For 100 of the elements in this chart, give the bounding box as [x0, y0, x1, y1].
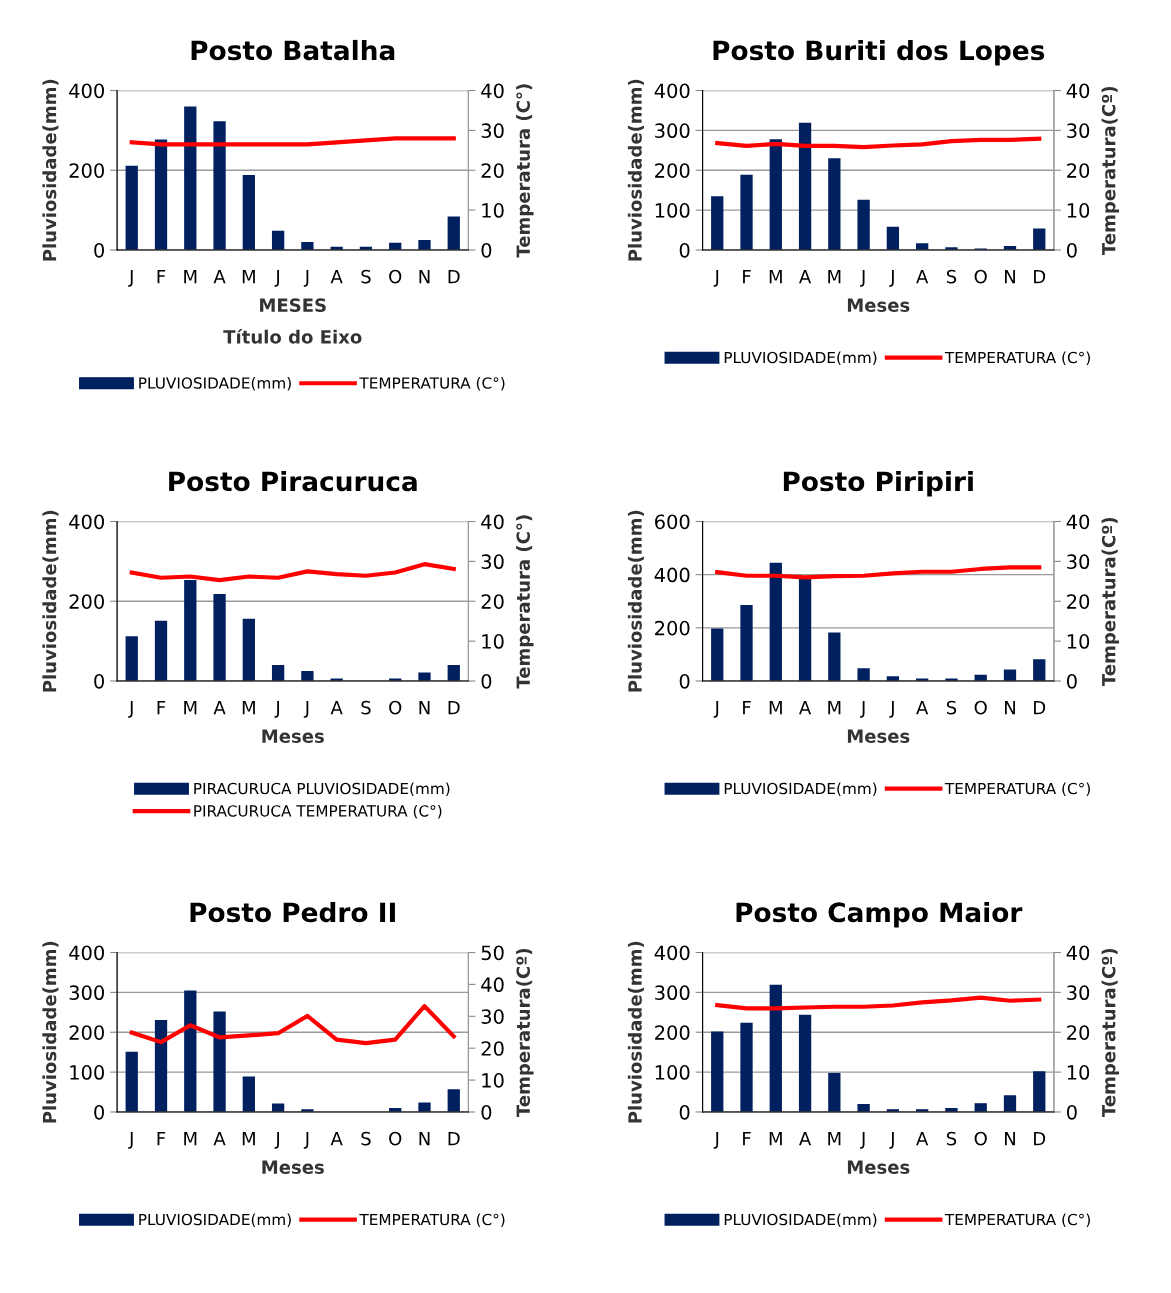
- y-tick-label: 0: [94, 1104, 104, 1120]
- x-tick-label: A: [330, 1131, 343, 1146]
- x-tick-label: A: [330, 269, 343, 284]
- x-tick-label: O: [389, 700, 402, 715]
- x-tick-label: M: [828, 269, 841, 284]
- y2-tick-label: 30: [481, 1009, 504, 1024]
- x-tick-label: N: [419, 269, 430, 284]
- x-tick-label: M: [242, 700, 255, 715]
- y-tick-label: 200: [69, 594, 104, 609]
- x-tick-label: S: [946, 700, 957, 715]
- y2-tick-label: 20: [481, 163, 504, 178]
- y-tick-label: 0: [679, 242, 690, 258]
- x-tick-label: M: [828, 700, 841, 715]
- x-tick-label: O: [974, 700, 987, 715]
- y-tick-label: 300: [655, 123, 690, 139]
- x-tick-label: A: [799, 700, 812, 715]
- x-tick-label: M: [769, 700, 782, 715]
- x-tick-label: N: [1005, 269, 1015, 284]
- y-tick-label: 300: [69, 985, 104, 1001]
- x-tick-label: J: [860, 700, 865, 718]
- y-tick-label: 200: [69, 1025, 104, 1040]
- x-tick-label: M: [242, 269, 255, 284]
- y2-tick-label: 10: [482, 1073, 504, 1088]
- y2-tick-label: 10: [1067, 203, 1090, 218]
- y2-tick-label: 40: [481, 83, 504, 99]
- x-tick-label: J: [860, 1131, 865, 1149]
- x-tick-label: F: [743, 269, 751, 284]
- x-tick-label: F: [157, 1131, 166, 1146]
- x-tick-label: M: [184, 700, 197, 715]
- x-tick-label: D: [1034, 1131, 1046, 1146]
- x-tick-label: M: [184, 269, 197, 284]
- x-tick-label: M: [184, 1131, 197, 1146]
- x-tick-label: A: [916, 700, 929, 715]
- y2-tick-label: 10: [482, 203, 504, 218]
- x-axis-title: Meses: [847, 729, 910, 743]
- x-axis-title: Meses: [847, 1160, 910, 1174]
- x-tick-label: J: [303, 269, 309, 287]
- y-tick-label: 200: [655, 620, 690, 636]
- text: Título do Eixo: [223, 328, 362, 344]
- y-tick-label: 100: [655, 203, 690, 218]
- y2-tick-label: 30: [1067, 985, 1090, 1001]
- legend-label: PIRACURUCA TEMPERATURA (C°): [194, 804, 442, 819]
- x-tick-label: O: [389, 1131, 402, 1146]
- y2-tick-label: 0: [481, 1104, 492, 1120]
- x-tick-label: S: [361, 700, 371, 715]
- y2-axis-title: Temperatura(Cº): [1101, 86, 1120, 256]
- y2-tick-label: 10: [482, 634, 504, 649]
- x-tick-label: J: [860, 269, 865, 287]
- legend-label: PLUVIOSIDADE(mm): [724, 1213, 877, 1228]
- y2-tick-label: 0: [481, 673, 492, 689]
- x-tick-label: M: [828, 1131, 841, 1146]
- y-axis-title: Pluviosidade(mm): [627, 79, 644, 261]
- x-tick-label: D: [448, 1131, 460, 1146]
- y2-tick-label: 10: [1067, 1065, 1090, 1080]
- x-tick-label: J: [128, 1131, 133, 1149]
- x-tick-label: F: [157, 700, 166, 715]
- y2-tick-label: 50: [481, 945, 504, 961]
- x-tick-label: J: [889, 700, 894, 718]
- x-axis-title: MESES: [260, 298, 326, 312]
- y2-tick-label: 30: [1067, 554, 1090, 570]
- x-tick-label: A: [916, 1131, 929, 1146]
- chart-title: Posto Pedro II: [190, 901, 395, 923]
- y2-tick-label: 30: [481, 123, 504, 139]
- x-tick-label: J: [274, 269, 279, 287]
- chart-title: Posto Campo Maior: [736, 901, 1023, 928]
- legend-label: TEMPERATURA (C°): [359, 1213, 505, 1228]
- x-tick-label: D: [1034, 269, 1046, 284]
- x-tick-label: M: [769, 1131, 782, 1146]
- x-axis-title: Meses: [262, 1160, 324, 1174]
- x-tick-label: J: [274, 1131, 279, 1149]
- y2-tick-label: 40: [1066, 945, 1090, 961]
- x-tick-label: A: [213, 700, 226, 715]
- y-axis-title: Pluviosidade(mm): [42, 941, 59, 1123]
- y2-tick-label: 10: [1067, 634, 1090, 649]
- y2-tick-label: 30: [481, 554, 504, 570]
- x-tick-label: D: [448, 269, 460, 284]
- x-tick-label: D: [1034, 700, 1046, 715]
- chart-title: Posto Batalha: [191, 39, 395, 61]
- x-tick-label: A: [213, 1131, 226, 1146]
- x-tick-label: A: [916, 269, 929, 284]
- x-tick-label: S: [361, 269, 371, 284]
- y2-tick-label: 20: [1067, 163, 1090, 178]
- y2-axis-title: Temperatura(Cº): [1101, 517, 1120, 687]
- x-tick-label: J: [889, 269, 894, 287]
- y2-tick-label: 0: [1066, 1104, 1077, 1120]
- x-tick-label: F: [157, 269, 166, 284]
- legend-label: TEMPERATURA (C°): [944, 782, 1090, 797]
- x-tick-label: J: [713, 1131, 719, 1149]
- x-tick-label: M: [769, 269, 782, 284]
- y2-tick-label: 20: [481, 594, 504, 609]
- y-axis-title: Pluviosidade(mm): [627, 510, 644, 692]
- y-axis-title: Pluviosidade(mm): [42, 79, 59, 261]
- x-tick-label: N: [419, 1131, 430, 1146]
- x-axis-title: Meses: [262, 729, 324, 743]
- y-tick-label: 100: [655, 1065, 690, 1080]
- x-tick-label: O: [974, 269, 987, 284]
- x-tick-label: J: [713, 269, 719, 287]
- legend-label: PLUVIOSIDADE(mm): [139, 376, 291, 391]
- x-tick-label: O: [974, 1131, 987, 1146]
- legend-label: TEMPERATURA (C°): [944, 351, 1090, 366]
